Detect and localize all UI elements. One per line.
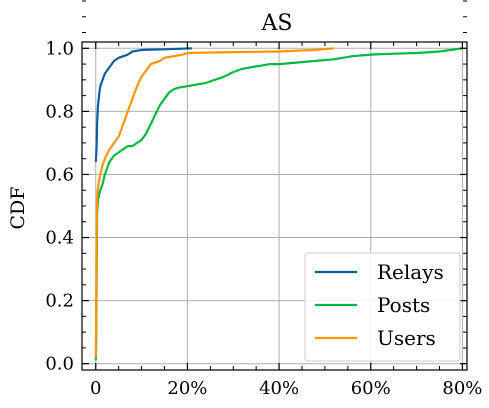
y-tick-label: 0.6 — [45, 164, 74, 185]
y-tick-label: 1.0 — [45, 38, 74, 59]
legend-label-relays: Relays — [377, 260, 444, 284]
x-tick-label: 0 — [90, 378, 101, 399]
series-line-relays — [94, 47, 193, 162]
y-tick-label: 0.8 — [45, 101, 74, 122]
grid — [82, 42, 467, 370]
series-line-posts — [94, 47, 463, 361]
y-tick-label: 0.4 — [45, 228, 74, 249]
legend-box — [304, 252, 461, 362]
y-axis-label: CDF — [7, 187, 29, 230]
chart-title: AS — [261, 11, 293, 36]
series-lines — [94, 47, 463, 361]
x-tick-label: 40% — [259, 378, 299, 399]
legend: Relays Posts Users — [304, 252, 461, 362]
y-tick-label: 0.0 — [45, 354, 74, 375]
legend-label-posts: Posts — [377, 293, 430, 317]
x-tick-label: 60% — [351, 378, 391, 399]
x-tick-label: 20% — [167, 378, 207, 399]
axes: 0 20% 40% 60% 80% 0.0 0.2 0.4 0.6 0.8 1.0 — [45, 0, 482, 399]
legend-label-users: Users — [377, 326, 436, 350]
x-tick-label: 80% — [442, 378, 482, 399]
series-line-users — [94, 47, 335, 358]
y-tick-label: 0.2 — [45, 291, 74, 312]
